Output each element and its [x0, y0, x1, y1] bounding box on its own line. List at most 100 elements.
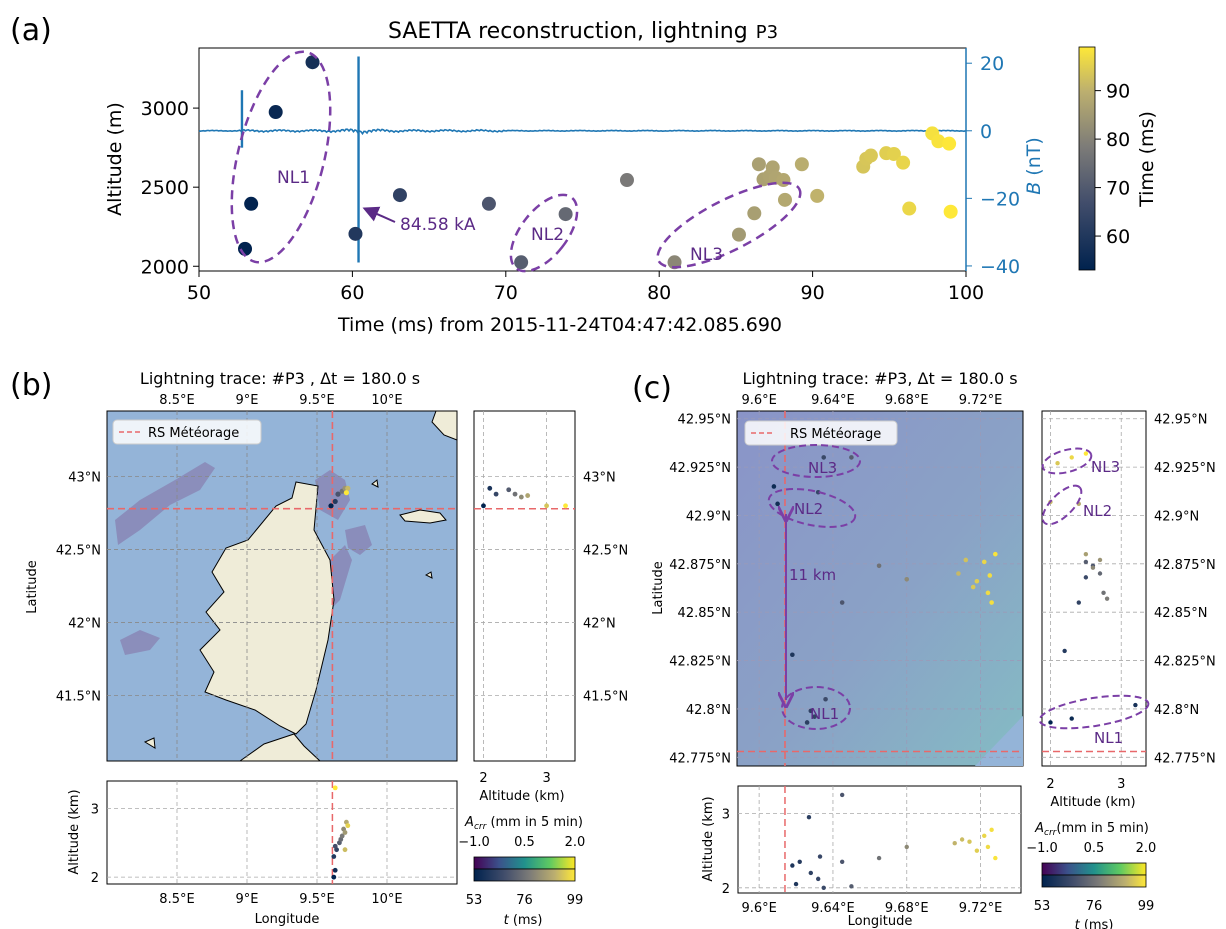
c-source-10: [849, 455, 854, 460]
c-source-14: [963, 557, 969, 563]
panel-c-alt-marks: 9.6°E 9.64°E 9.68°E 9.72°E 2 3: [722, 786, 1021, 916]
panel-a-y2label: B (nT): [1023, 137, 1045, 195]
c-side-lat-label: 42.85°N: [1154, 606, 1207, 621]
b-alt-lon-label: 9.5°E: [299, 892, 334, 907]
c-side-point-5: [1083, 575, 1089, 580]
b-alt-tick-label: 2: [91, 871, 99, 886]
c-alt-lon-label: 9.72°E: [959, 901, 1003, 916]
panel-a: (a) SAETTA reconstruction, lightning P3 5…: [10, 13, 1158, 336]
c-left-lat-label: 42.9°N: [686, 509, 731, 524]
c-top-lon-label: 9.64°E: [811, 393, 855, 408]
x-tick-label: 70: [494, 282, 518, 304]
b-alt-point-4: [332, 843, 338, 849]
b-alt-point-13: [332, 785, 338, 791]
c-alt-point-19: [989, 827, 994, 833]
altitude-point-27: [896, 155, 911, 170]
c-alt-point-10: [849, 884, 854, 889]
panel-c-rain-cbar-label: Acrr(mm in 5 min): [1034, 821, 1149, 838]
c-side-tick-label: 3: [1117, 777, 1125, 792]
panel-b-alt-marks: 8.5°E 9°E 9.5°E 10°E 2 3: [91, 781, 457, 907]
panel-c-side-xlabel: Altitude (km): [1050, 795, 1135, 810]
c-source-15: [970, 584, 976, 590]
c-alt-point-16: [974, 848, 980, 853]
c-alt-point-9: [839, 859, 845, 864]
b-side-point-4: [512, 491, 518, 497]
b-left-lat-label: 43°N: [68, 471, 101, 486]
c-alt-tick-label: 3: [722, 807, 730, 822]
c-alt-point-14: [959, 837, 965, 842]
c-left-lat-label: 42.925°N: [669, 461, 731, 476]
x-tick-label: 90: [801, 282, 825, 304]
b-alt-point-11: [342, 847, 348, 853]
panel-c: (c) Lightning trace: #P3, Δt = 180.0 s 9…: [632, 369, 1216, 929]
nl3-ellipse: [656, 181, 802, 269]
altitude-point-18: [776, 173, 791, 188]
b-top-lon-label: 9°E: [236, 393, 259, 408]
c-side-point-17: [1069, 455, 1074, 460]
altitude-point-12: [747, 206, 762, 221]
c-time-tick-label: 99: [1138, 899, 1155, 914]
altitude-point-1: [244, 196, 259, 211]
c-alt-point-12: [904, 844, 909, 850]
c-left-lat-label: 42.825°N: [669, 655, 731, 670]
capraia-land: [371, 479, 379, 488]
c-alt-point-0: [790, 863, 795, 868]
c-source-0: [771, 484, 777, 489]
panel-a-axes: [198, 47, 967, 272]
c-side-point-18: [1083, 451, 1089, 456]
c-side-point-7: [1083, 559, 1089, 565]
c-side-nl3-ellipse: [1041, 447, 1093, 475]
elba-land: [399, 509, 447, 524]
c-side-point-1: [1069, 716, 1074, 721]
c-alt-point-18: [985, 844, 991, 850]
c-rain-tick-label: 2.0: [1136, 841, 1157, 856]
b-time-tick-label: 76: [516, 893, 533, 908]
c-left-lat-label: 42.875°N: [669, 558, 731, 573]
b-top-lon-label: 8.5°E: [159, 393, 194, 408]
c-side-point-8: [1097, 571, 1103, 576]
c-source-20: [989, 600, 994, 605]
b-side-lat-label: 42.5°N: [583, 544, 628, 559]
c-source-6: [815, 489, 821, 495]
b-left-lat-label: 42°N: [68, 616, 101, 631]
c-source-2: [790, 652, 795, 658]
b-alt-lon-label: 8.5°E: [159, 892, 194, 907]
c-left-lat-label: 42.775°N: [669, 751, 731, 766]
panel-b-side-xlabel: Altitude (km): [479, 789, 564, 804]
panel-b-xlabel: Longitude: [255, 912, 320, 927]
b-alt-point-7: [339, 833, 345, 839]
b-alt-point-1: [332, 867, 338, 873]
c-source-19: [987, 573, 993, 578]
panel-a-title: SAETTA reconstruction, lightning P3: [388, 19, 778, 44]
altitude-point-31: [942, 136, 957, 151]
c-alt-point-20: [993, 855, 998, 861]
b-source-5: [345, 485, 351, 491]
nl3-label: NL3: [690, 245, 723, 265]
panel-a-colorbar-label: Time (ms): [1136, 111, 1158, 208]
b-time-tick-label: 53: [466, 893, 483, 908]
c-rain-tick-label: 0.5: [1084, 841, 1105, 856]
panel-a-tag: (a): [10, 13, 52, 48]
altitude-point-19: [777, 192, 792, 207]
x-tick-label: 100: [948, 282, 984, 304]
panel-b-alt-axes: [106, 780, 458, 885]
panel-b-ylabel: Latitude: [25, 560, 40, 614]
b-side-tick-label: 2: [479, 771, 487, 786]
b-alt-point-2: [331, 854, 337, 859]
y-tick-label: 2500: [141, 177, 189, 199]
altitude-point-9: [619, 173, 634, 188]
b-side-point-2: [493, 491, 499, 497]
c-side-tick-label: 2: [1046, 777, 1054, 792]
c-alt-point-1: [793, 881, 799, 887]
c-side-lat-label: 42.775°N: [1154, 751, 1216, 766]
b-side-point-6: [525, 493, 531, 498]
altitude-point-20: [794, 157, 809, 172]
panel-c-time-cbar-label: t (ms): [1075, 918, 1114, 929]
c-time-tick-label: 76: [1086, 899, 1103, 914]
sardinia-land: [238, 733, 322, 762]
b-rain-tick-label: 2.0: [565, 835, 586, 850]
panel-c-map: [736, 410, 1024, 767]
b-source-0: [328, 503, 334, 509]
colorbar-tick-label: 70: [1106, 178, 1130, 200]
c-alt-point-7: [821, 885, 826, 890]
